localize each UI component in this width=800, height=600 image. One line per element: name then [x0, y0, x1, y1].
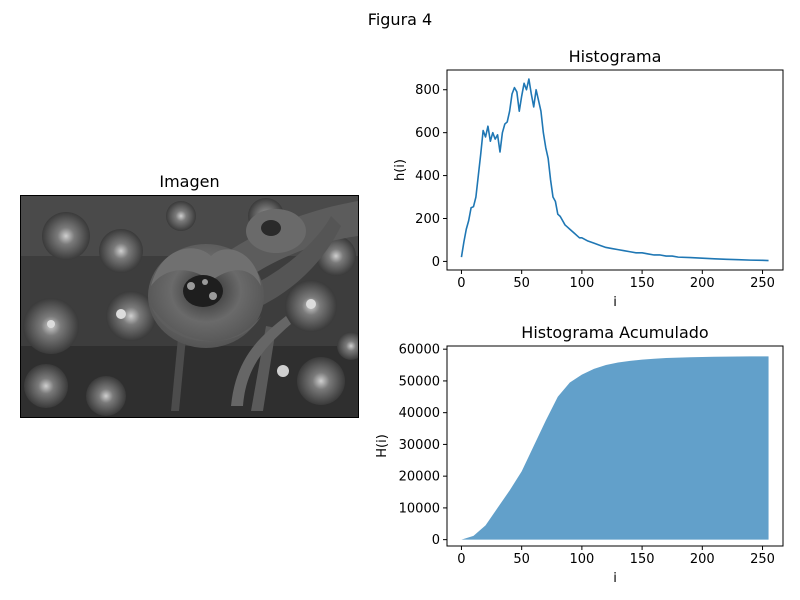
- cumulative-xtick-label: 150: [630, 552, 655, 567]
- histogram-ytick-label: 400: [415, 169, 440, 184]
- cumulative-xtick-label: 100: [569, 552, 594, 567]
- histogram-axes-frame: [446, 69, 784, 271]
- cumulative-xtick-label: 0: [457, 552, 465, 567]
- cumulative-ylabel: H(i): [375, 434, 390, 458]
- histogram-xtick-label: 150: [630, 276, 655, 291]
- histogram-ytick-label: 800: [415, 83, 440, 98]
- cumulative-area: [461, 356, 769, 540]
- cumulative-xtick-label: 250: [750, 552, 775, 567]
- cumulative-ytick-label: 0: [432, 533, 440, 548]
- cumulative-xtick-label: 50: [513, 552, 530, 567]
- cumulative-title: Histograma Acumulado: [521, 323, 708, 342]
- histogram-ytick-label: 600: [415, 126, 440, 141]
- histogram-xtick-label: 0: [457, 276, 465, 291]
- cumulative-ytick-label: 60000: [399, 343, 440, 358]
- cumulative-ytick-label: 40000: [399, 406, 440, 421]
- cumulative-ytick-label: 30000: [399, 438, 440, 453]
- histogram-xtick-label: 200: [690, 276, 715, 291]
- image-title: Imagen: [159, 172, 220, 191]
- grayscale-image: [20, 195, 359, 418]
- histogram-xtick-label: 50: [513, 276, 530, 291]
- cumulative-axes-frame: [446, 345, 784, 547]
- cumulative-ytick-label: 10000: [399, 501, 440, 516]
- flower-photo: [21, 196, 358, 417]
- histogram-ytick-label: 0: [432, 255, 440, 270]
- histogram-xtick-label: 100: [569, 276, 594, 291]
- figure-title: Figura 4: [367, 10, 433, 29]
- histogram-ylabel: h(i): [393, 159, 408, 181]
- cumulative-xlabel: i: [613, 571, 617, 586]
- histogram-ytick-label: 200: [415, 212, 440, 227]
- cumulative-ytick-label: 50000: [399, 374, 440, 389]
- cumulative-ytick-label: 20000: [399, 470, 440, 485]
- histogram-title: Histograma: [569, 47, 662, 66]
- histogram-line: [460, 78, 769, 262]
- cumulative-xtick-label: 200: [690, 552, 715, 567]
- histogram-xlabel: i: [613, 295, 617, 310]
- histogram-xtick-label: 250: [750, 276, 775, 291]
